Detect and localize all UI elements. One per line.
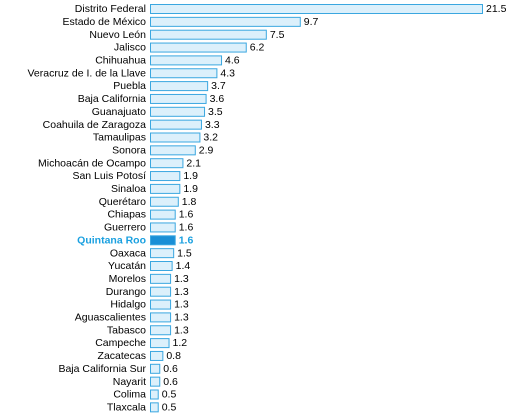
category-label-jalisco: Jalisco (114, 42, 146, 54)
bar-hidalgo (150, 299, 172, 310)
category-label-morelos: Morelos (109, 273, 146, 285)
bar-quintana-roo (150, 235, 176, 246)
category-label-puebla: Puebla (113, 80, 146, 92)
bar-puebla (150, 81, 209, 92)
category-label-queretaro: Querétaro (99, 196, 146, 208)
category-label-guanajuato: Guanajuato (92, 106, 146, 118)
value-label-michoacan-de-ocampo: 2.1 (186, 157, 201, 169)
bar-estado-de-mexico (150, 16, 301, 27)
value-label-veracruz-de-i-de-la-llave: 4.3 (220, 67, 235, 79)
bar-tabasco (150, 325, 172, 336)
bar-tlaxcala (150, 402, 159, 413)
category-label-yucatan: Yucatán (108, 260, 146, 272)
category-label-tlaxcala: Tlaxcala (107, 401, 146, 413)
value-label-chihuahua: 4.6 (225, 55, 240, 67)
bar-yucatan (150, 261, 173, 271)
value-label-san-luis-potosi: 1.9 (183, 170, 198, 182)
category-label-tamaulipas: Tamaulipas (93, 132, 146, 144)
category-label-sinaloa: Sinaloa (111, 183, 146, 195)
value-label-nayarit: 0.6 (163, 376, 178, 388)
category-label-baja-california: Baja California (78, 93, 146, 105)
value-label-campeche: 1.2 (173, 337, 188, 349)
value-label-chiapas: 1.6 (179, 209, 194, 221)
category-label-michoacan-de-ocampo: Michoacán de Ocampo (38, 157, 146, 169)
value-label-sonora: 2.9 (199, 144, 214, 156)
category-label-guerrero: Guerrero (104, 222, 146, 234)
category-label-hidalgo: Hidalgo (110, 299, 146, 311)
category-label-quintana-roo: Quintana Roo (77, 234, 146, 246)
bar-tamaulipas (150, 132, 201, 143)
value-label-aguascalientes: 1.3 (174, 312, 189, 324)
category-label-sonora: Sonora (112, 144, 146, 156)
value-label-estado-de-mexico: 9.7 (304, 16, 319, 28)
bar-guerrero (150, 222, 176, 233)
category-label-nuevo-leon: Nuevo León (89, 29, 146, 41)
bar-queretaro (150, 196, 179, 207)
value-label-nuevo-leon: 7.5 (270, 29, 285, 41)
value-label-queretaro: 1.8 (182, 196, 197, 208)
category-label-veracruz-de-i-de-la-llave: Veracruz de I. de la Llave (28, 67, 147, 79)
category-label-distrito-federal: Distrito Federal (75, 3, 146, 15)
category-label-san-luis-potosi: San Luis Potosí (72, 170, 146, 182)
category-label-durango: Durango (106, 286, 146, 298)
bar-oaxaca (150, 248, 175, 259)
category-label-oaxaca: Oaxaca (110, 247, 146, 259)
value-label-distrito-federal: 21.5 (486, 3, 507, 15)
value-label-tamaulipas: 3.2 (203, 132, 218, 144)
bar-chihuahua (150, 55, 223, 66)
value-label-colima: 0.5 (162, 389, 177, 401)
bar-chiapas (150, 209, 176, 220)
bar-morelos (150, 273, 172, 284)
value-label-quintana-roo: 1.6 (179, 234, 194, 246)
value-label-baja-california: 3.6 (210, 93, 225, 105)
category-label-aguascalientes: Aguascalientes (75, 312, 146, 324)
category-label-nayarit: Nayarit (113, 376, 146, 388)
bar-campeche (150, 338, 170, 349)
bar-sonora (150, 145, 196, 156)
bar-aguascalientes (150, 312, 172, 323)
bar-nayarit (150, 376, 161, 387)
value-label-morelos: 1.3 (174, 273, 189, 285)
bar-jalisco (150, 42, 247, 53)
value-label-baja-california-sur: 0.6 (163, 363, 178, 375)
bar-baja-california-sur (150, 363, 161, 374)
bar-distrito-federal (150, 4, 483, 14)
value-label-puebla: 3.7 (211, 80, 226, 92)
bar-sinaloa (150, 183, 181, 194)
bar-san-luis-potosi (150, 171, 181, 182)
value-label-jalisco: 6.2 (250, 42, 265, 54)
value-label-tabasco: 1.3 (174, 324, 189, 336)
category-label-tabasco: Tabasco (107, 324, 146, 336)
category-label-estado-de-mexico: Estado de México (63, 16, 147, 28)
bar-durango (150, 286, 172, 297)
category-label-baja-california-sur: Baja California Sur (58, 363, 146, 375)
value-label-durango: 1.3 (174, 286, 189, 298)
category-label-chihuahua: Chihuahua (95, 55, 146, 67)
value-label-guerrero: 1.6 (179, 222, 194, 234)
value-label-hidalgo: 1.3 (174, 299, 189, 311)
bar-nuevo-leon (150, 29, 267, 40)
category-label-campeche: Campeche (95, 337, 146, 349)
value-label-coahuila-de-zaragoza: 3.3 (205, 119, 220, 131)
bar-zacatecas (150, 350, 164, 361)
category-label-colima: Colima (113, 389, 146, 401)
bar-guanajuato (150, 106, 206, 117)
value-label-tlaxcala: 0.5 (162, 401, 177, 413)
bar-colima (150, 389, 159, 400)
value-label-yucatan: 1.4 (176, 260, 191, 272)
value-label-guanajuato: 3.5 (208, 106, 223, 118)
bar-coahuila-de-zaragoza (150, 119, 202, 130)
category-label-chiapas: Chiapas (107, 209, 146, 221)
category-label-coahuila-de-zaragoza: Coahuila de Zaragoza (43, 119, 146, 131)
bar-michoacan-de-ocampo (150, 158, 184, 169)
bar-veracruz-de-i-de-la-llave (150, 68, 218, 79)
value-label-oaxaca: 1.5 (177, 247, 192, 259)
category-label-zacatecas: Zacatecas (98, 350, 146, 362)
bar-baja-california (150, 93, 207, 104)
value-label-sinaloa: 1.9 (183, 183, 198, 195)
value-label-zacatecas: 0.8 (166, 350, 181, 362)
